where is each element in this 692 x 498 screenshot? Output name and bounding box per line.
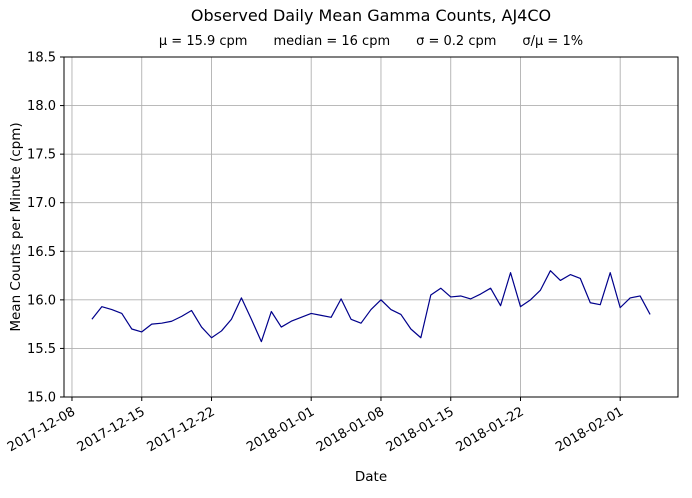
y-axis-label: Mean Counts per Minute (cpm) xyxy=(8,122,24,332)
x-tick-label: 2017-12-15 xyxy=(75,404,148,455)
y-tick-label: 16.5 xyxy=(27,245,56,260)
stat-median: median = 16 cpm xyxy=(273,34,391,49)
chart-title: Observed Daily Mean Gamma Counts, AJ4CO xyxy=(190,6,552,25)
y-tick-label: 16.0 xyxy=(27,293,56,308)
stat-mean: μ = 15.9 cpm xyxy=(158,34,248,49)
x-tick-label: 2018-02-01 xyxy=(553,404,626,455)
stat-cv: σ/μ = 1% xyxy=(522,34,584,49)
y-tick-label: 15.5 xyxy=(27,342,56,357)
x-tick-label: 2017-12-08 xyxy=(5,404,78,455)
x-tick-label: 2018-01-01 xyxy=(244,404,317,455)
x-tick-label: 2017-12-22 xyxy=(145,404,218,455)
y-tick-label: 17.0 xyxy=(27,196,56,211)
data-line xyxy=(91,270,651,343)
y-tick-label: 18.5 xyxy=(27,51,56,66)
chart-subtitle: μ = 15.9 cpm median = 16 cpm σ = 0.2 cpm… xyxy=(64,34,678,49)
x-tick-label: 2018-01-15 xyxy=(384,404,457,455)
x-tick-label: 2018-01-08 xyxy=(314,404,387,455)
x-tick-label: 2018-01-22 xyxy=(454,404,527,455)
y-tick-label: 15.0 xyxy=(27,391,56,406)
y-tick-label: 17.5 xyxy=(27,148,56,163)
y-tick-label: 18.0 xyxy=(27,99,56,114)
x-axis-label: Date xyxy=(354,469,388,485)
plot-border xyxy=(63,56,679,398)
stat-sigma: σ = 0.2 cpm xyxy=(416,34,497,49)
